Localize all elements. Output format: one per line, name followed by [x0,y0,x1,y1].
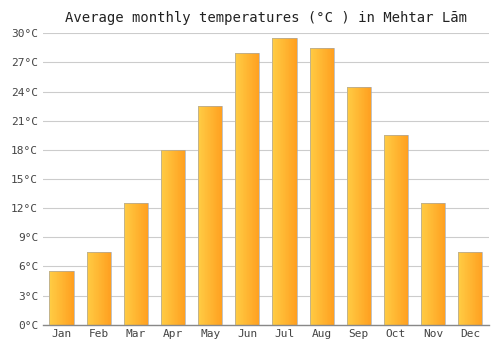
Bar [161,150,185,325]
Bar [236,52,260,325]
Bar [272,38,296,325]
Bar [347,87,371,325]
Bar [50,271,74,325]
Bar [384,135,408,325]
Bar [198,106,222,325]
Bar [458,252,482,325]
Bar [421,203,445,325]
Title: Average monthly temperatures (°C ) in Mehtar Lām: Average monthly temperatures (°C ) in Me… [65,11,467,25]
Bar [124,203,148,325]
Bar [310,48,334,325]
Bar [86,252,111,325]
